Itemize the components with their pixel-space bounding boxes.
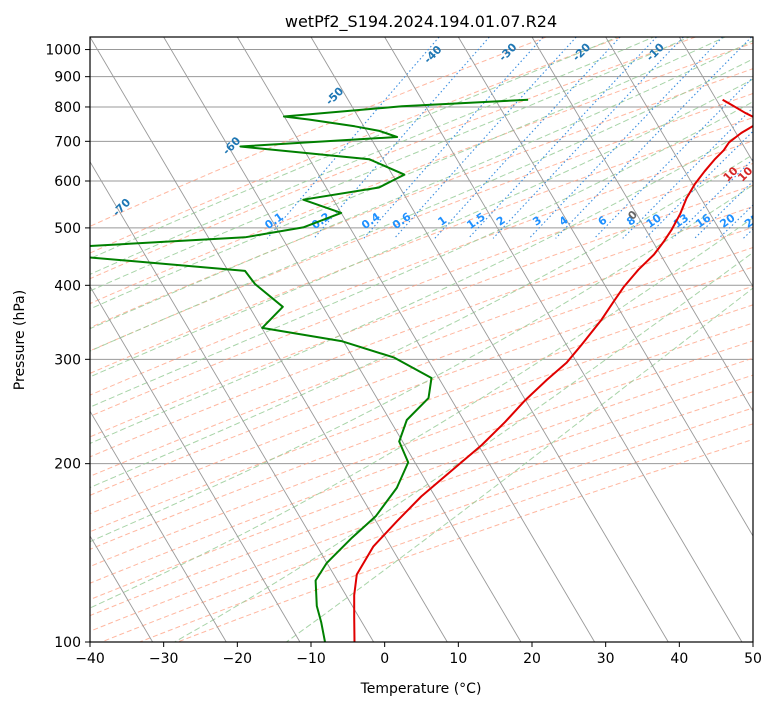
x-tick-label: 40 [670, 651, 688, 667]
y-tick-label: 500 [54, 221, 81, 237]
x-tick-label: −40 [75, 651, 105, 667]
y-tick-label: 600 [54, 174, 81, 190]
x-tick-label: −20 [223, 651, 253, 667]
x-tick-label: −30 [149, 651, 179, 667]
x-tick-label: −10 [296, 651, 326, 667]
y-tick-label: 900 [54, 70, 81, 86]
x-axis-label: Temperature (°C) [360, 681, 482, 697]
y-tick-label: 700 [54, 134, 81, 150]
y-tick-label: 300 [54, 352, 81, 368]
x-tick-label: 0 [380, 651, 389, 667]
y-axis-label: Pressure (hPa) [12, 290, 28, 390]
y-tick-label: 400 [54, 278, 81, 294]
y-tick-label: 1000 [45, 43, 81, 59]
y-tick-label: 200 [54, 457, 81, 473]
x-tick-label: 20 [523, 651, 541, 667]
y-tick-label: 100 [54, 635, 81, 651]
x-tick-label: 50 [744, 651, 762, 667]
x-tick-label: 30 [597, 651, 615, 667]
x-tick-label: 10 [449, 651, 467, 667]
y-tick-label: 800 [54, 100, 81, 116]
chart-title: wetPf2_S194.2024.194.01.07.R24 [285, 12, 557, 32]
